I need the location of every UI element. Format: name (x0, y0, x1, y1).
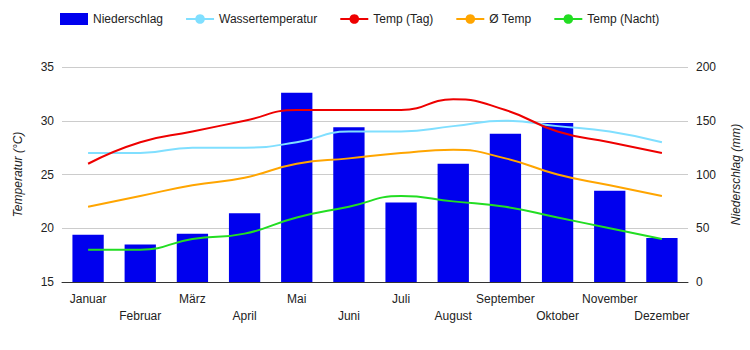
svg-text:Januar: Januar (70, 292, 107, 306)
svg-text:Temp (Nacht): Temp (Nacht) (587, 12, 659, 26)
svg-text:Mai: Mai (287, 292, 306, 306)
svg-text:Oktober: Oktober (536, 309, 579, 323)
svg-text:Wassertemperatur: Wassertemperatur (219, 12, 317, 26)
svg-text:Niederschlag: Niederschlag (93, 12, 163, 26)
svg-text:150: 150 (696, 114, 716, 128)
svg-text:September: September (476, 292, 535, 306)
svg-text:April: April (233, 309, 257, 323)
svg-text:15: 15 (41, 275, 55, 289)
svg-text:Temp (Tag): Temp (Tag) (373, 12, 433, 26)
svg-text:Niederschlag (mm): Niederschlag (mm) (729, 124, 743, 225)
svg-text:200: 200 (696, 60, 716, 74)
svg-text:30: 30 (41, 114, 55, 128)
svg-text:50: 50 (696, 221, 710, 235)
svg-text:25: 25 (41, 168, 55, 182)
svg-text:Temperatur (°C): Temperatur (°C) (11, 132, 25, 218)
svg-text:März: März (179, 292, 206, 306)
svg-text:August: August (435, 309, 473, 323)
svg-text:November: November (582, 292, 637, 306)
svg-text:100: 100 (696, 168, 716, 182)
svg-text:Februar: Februar (119, 309, 161, 323)
svg-text:20: 20 (41, 221, 55, 235)
svg-text:Dezember: Dezember (634, 309, 689, 323)
svg-text:Ø Temp: Ø Temp (489, 12, 531, 26)
svg-text:Juli: Juli (392, 292, 410, 306)
svg-text:35: 35 (41, 60, 55, 74)
svg-text:0: 0 (696, 275, 703, 289)
svg-text:Juni: Juni (338, 309, 360, 323)
